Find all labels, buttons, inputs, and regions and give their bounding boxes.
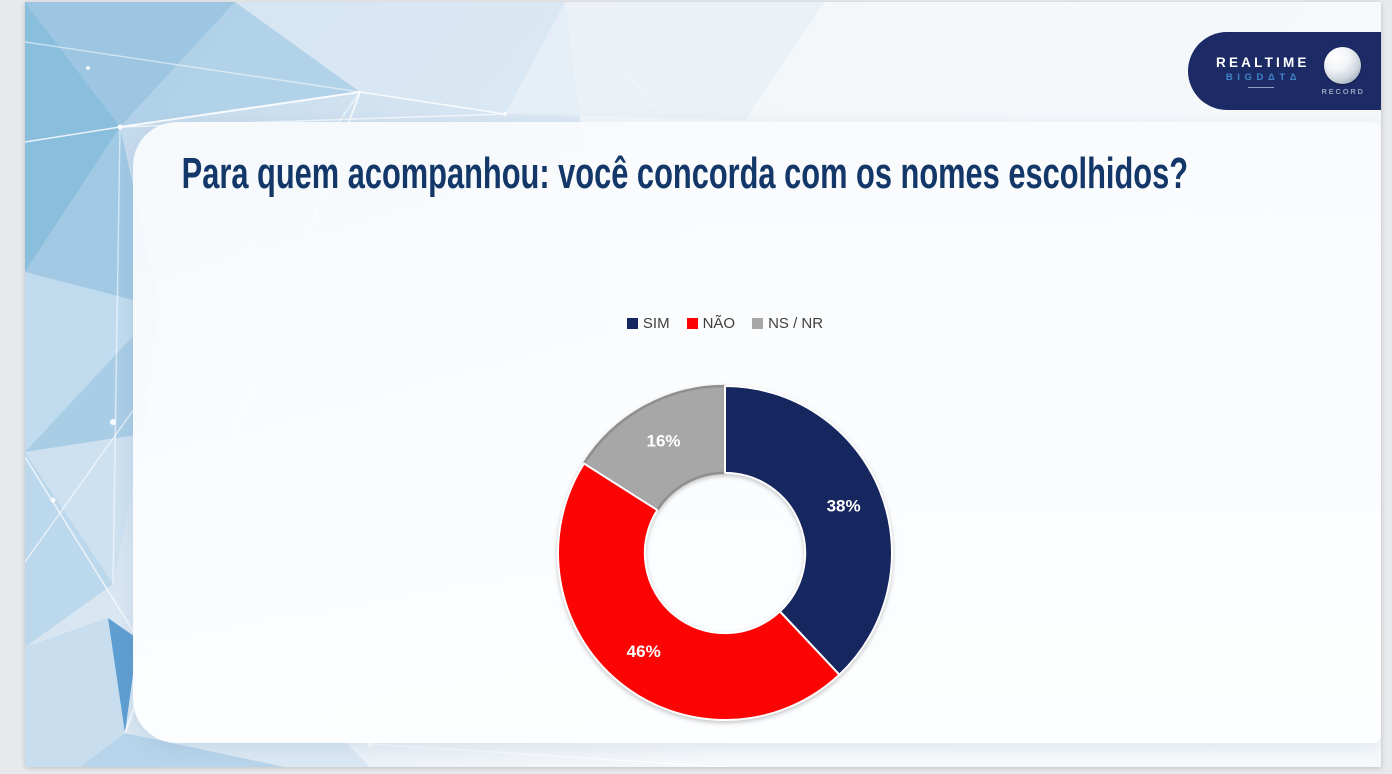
legend-item: NS / NR	[752, 315, 823, 332]
slide-title-wrap: Para quem acompanhou: você concorda com …	[65, 142, 1305, 206]
legend-label: NS / NR	[768, 315, 824, 332]
legend-label: NÃO	[702, 315, 736, 332]
legend-item: NÃO	[686, 315, 736, 332]
logo-badge: REALTIME BIGDΔTΔ RECORD	[1188, 32, 1381, 110]
slice-label: 46%	[627, 642, 661, 661]
slice-label: 16%	[647, 432, 681, 451]
presentation-slide: Para quem acompanhou: você concorda com …	[25, 2, 1381, 767]
logo-sphere-block: RECORD	[1321, 46, 1365, 96]
donut-slice-sim	[724, 385, 893, 676]
donut-slice-ns-nr	[582, 384, 727, 512]
donut-chart-svg: 38% 46% 16%	[557, 384, 893, 721]
sphere-icon	[1323, 46, 1361, 84]
legend-item: SIM	[626, 315, 670, 332]
chart-legend: SIM NÃO NS / NR	[515, 315, 935, 332]
legend-marker	[752, 318, 764, 329]
logo-underline	[1248, 86, 1275, 88]
logo-record-text: RECORD	[1321, 86, 1365, 96]
slide-title: Para quem acompanhou: você concorda com …	[181, 149, 1189, 198]
logo-realtime-text: REALTIME	[1216, 54, 1310, 70]
chart-area: SIM NÃO NS / NR 38% 46% 16%	[515, 302, 935, 742]
legend-label: SIM	[642, 315, 670, 332]
logo-text-block: REALTIME BIGDΔTΔ	[1216, 55, 1306, 88]
donut-slice-n-o	[557, 462, 841, 721]
logo-bigdata-text: BIGDΔTΔ	[1225, 71, 1302, 83]
legend-marker	[686, 318, 698, 329]
slice-label: 38%	[827, 497, 861, 516]
legend-marker	[626, 318, 638, 329]
